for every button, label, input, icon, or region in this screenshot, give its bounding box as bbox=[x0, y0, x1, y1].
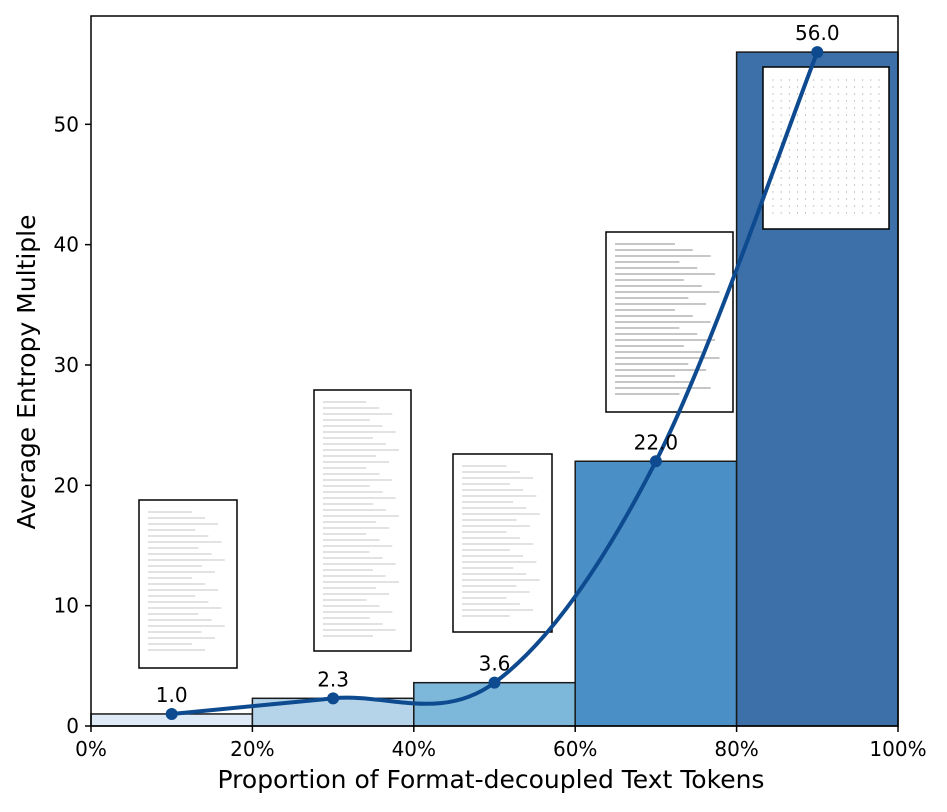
plot-frame bbox=[90, 15, 899, 727]
data-label-3: 3.6 bbox=[479, 652, 511, 676]
y-tick-label: 10 bbox=[54, 594, 79, 618]
y-tick-label: 0 bbox=[66, 714, 79, 738]
axes-group: 0% 20% 40% 60% 80% 100% 0 10 20 30 40 50 bbox=[54, 15, 927, 761]
data-label-5: 56.0 bbox=[795, 21, 840, 45]
exam-paper-thumbnail bbox=[313, 389, 412, 652]
y-tick-label: 50 bbox=[54, 112, 79, 136]
x-tick-label: 80% bbox=[714, 737, 758, 761]
trend-point-1 bbox=[165, 707, 178, 720]
trend-point-5 bbox=[811, 46, 824, 59]
y-axis-title: Average Entropy Multiple bbox=[12, 215, 41, 530]
y-tick-label: 20 bbox=[54, 473, 79, 497]
trend-point-4 bbox=[649, 455, 662, 468]
x-tick-label: 100% bbox=[869, 737, 926, 761]
y-tick-label: 40 bbox=[54, 233, 79, 257]
data-label-1: 1.0 bbox=[156, 683, 188, 707]
x-tick-label: 60% bbox=[553, 737, 597, 761]
trend-line-group bbox=[165, 46, 824, 720]
trend-point-3 bbox=[488, 676, 501, 689]
table-page-thumbnail bbox=[762, 66, 890, 230]
thumbnails-group bbox=[138, 66, 890, 669]
y-tick-label: 30 bbox=[54, 353, 79, 377]
data-labels-group: 1.0 2.3 3.6 22.0 56.0 bbox=[156, 21, 840, 707]
math-paper-thumbnail bbox=[452, 453, 553, 633]
bar-4 bbox=[574, 460, 738, 727]
x-tick-label: 0% bbox=[75, 737, 107, 761]
data-label-4: 22.0 bbox=[634, 430, 679, 454]
x-axis-title: Proportion of Format-decoupled Text Toke… bbox=[218, 765, 765, 794]
x-tick-label: 40% bbox=[392, 737, 436, 761]
trend-point-2 bbox=[327, 692, 340, 705]
trend-line bbox=[171, 51, 820, 716]
document-page-thumbnail bbox=[138, 499, 238, 669]
x-tick-label: 20% bbox=[230, 737, 274, 761]
data-label-2: 2.3 bbox=[317, 667, 349, 691]
handwritten-notes-thumbnail bbox=[605, 231, 734, 413]
